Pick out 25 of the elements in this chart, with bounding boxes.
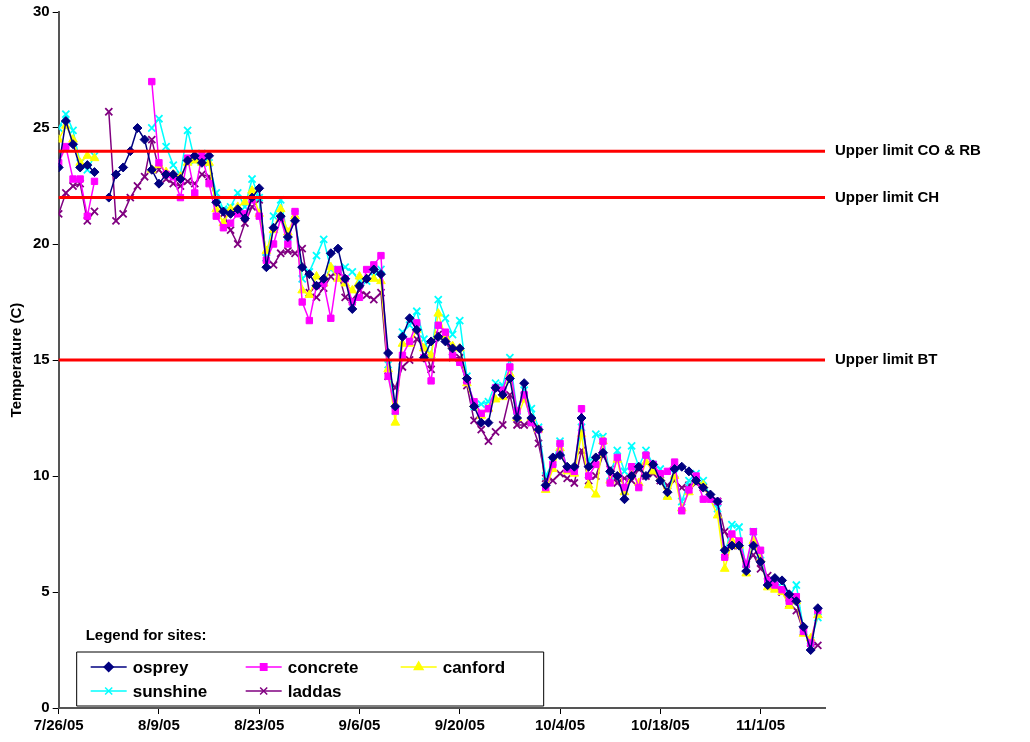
y-tick-label: 0 <box>41 698 50 716</box>
y-tick-label: 15 <box>33 350 50 368</box>
x-tick-label: 10/4/05 <box>534 716 586 734</box>
y-tick-label: 10 <box>33 466 50 484</box>
x-tick-label: 8/9/05 <box>138 716 180 734</box>
y-tick-label: 30 <box>33 2 50 20</box>
ref-line-label: Upper limit BT <box>835 350 938 368</box>
y-tick-label: 25 <box>33 118 50 136</box>
x-tick-label: 11/1/05 <box>735 716 786 734</box>
legend-label: sunshine <box>132 681 208 701</box>
y-axis-title: Temperature (C) <box>7 302 25 418</box>
legend-title: Legend for sites: <box>85 626 207 643</box>
x-tick-label: 9/6/05 <box>338 716 381 734</box>
legend-label: osprey <box>132 657 189 677</box>
x-tick-label: 8/23/05 <box>234 716 285 734</box>
legend-label: canford <box>442 657 506 677</box>
x-tick-label: 9/20/05 <box>434 716 485 734</box>
y-tick-label: 20 <box>33 234 50 252</box>
legend-label: laddas <box>287 681 342 701</box>
legend-label: concrete <box>287 657 359 677</box>
ref-line-label: Upper limit CH <box>835 187 940 205</box>
x-tick-label: 10/18/05 <box>631 716 690 734</box>
y-tick-label: 5 <box>41 582 50 600</box>
ref-line-label: Upper limit CO & RB <box>835 141 982 159</box>
x-tick-label: 7/26/05 <box>33 716 84 734</box>
